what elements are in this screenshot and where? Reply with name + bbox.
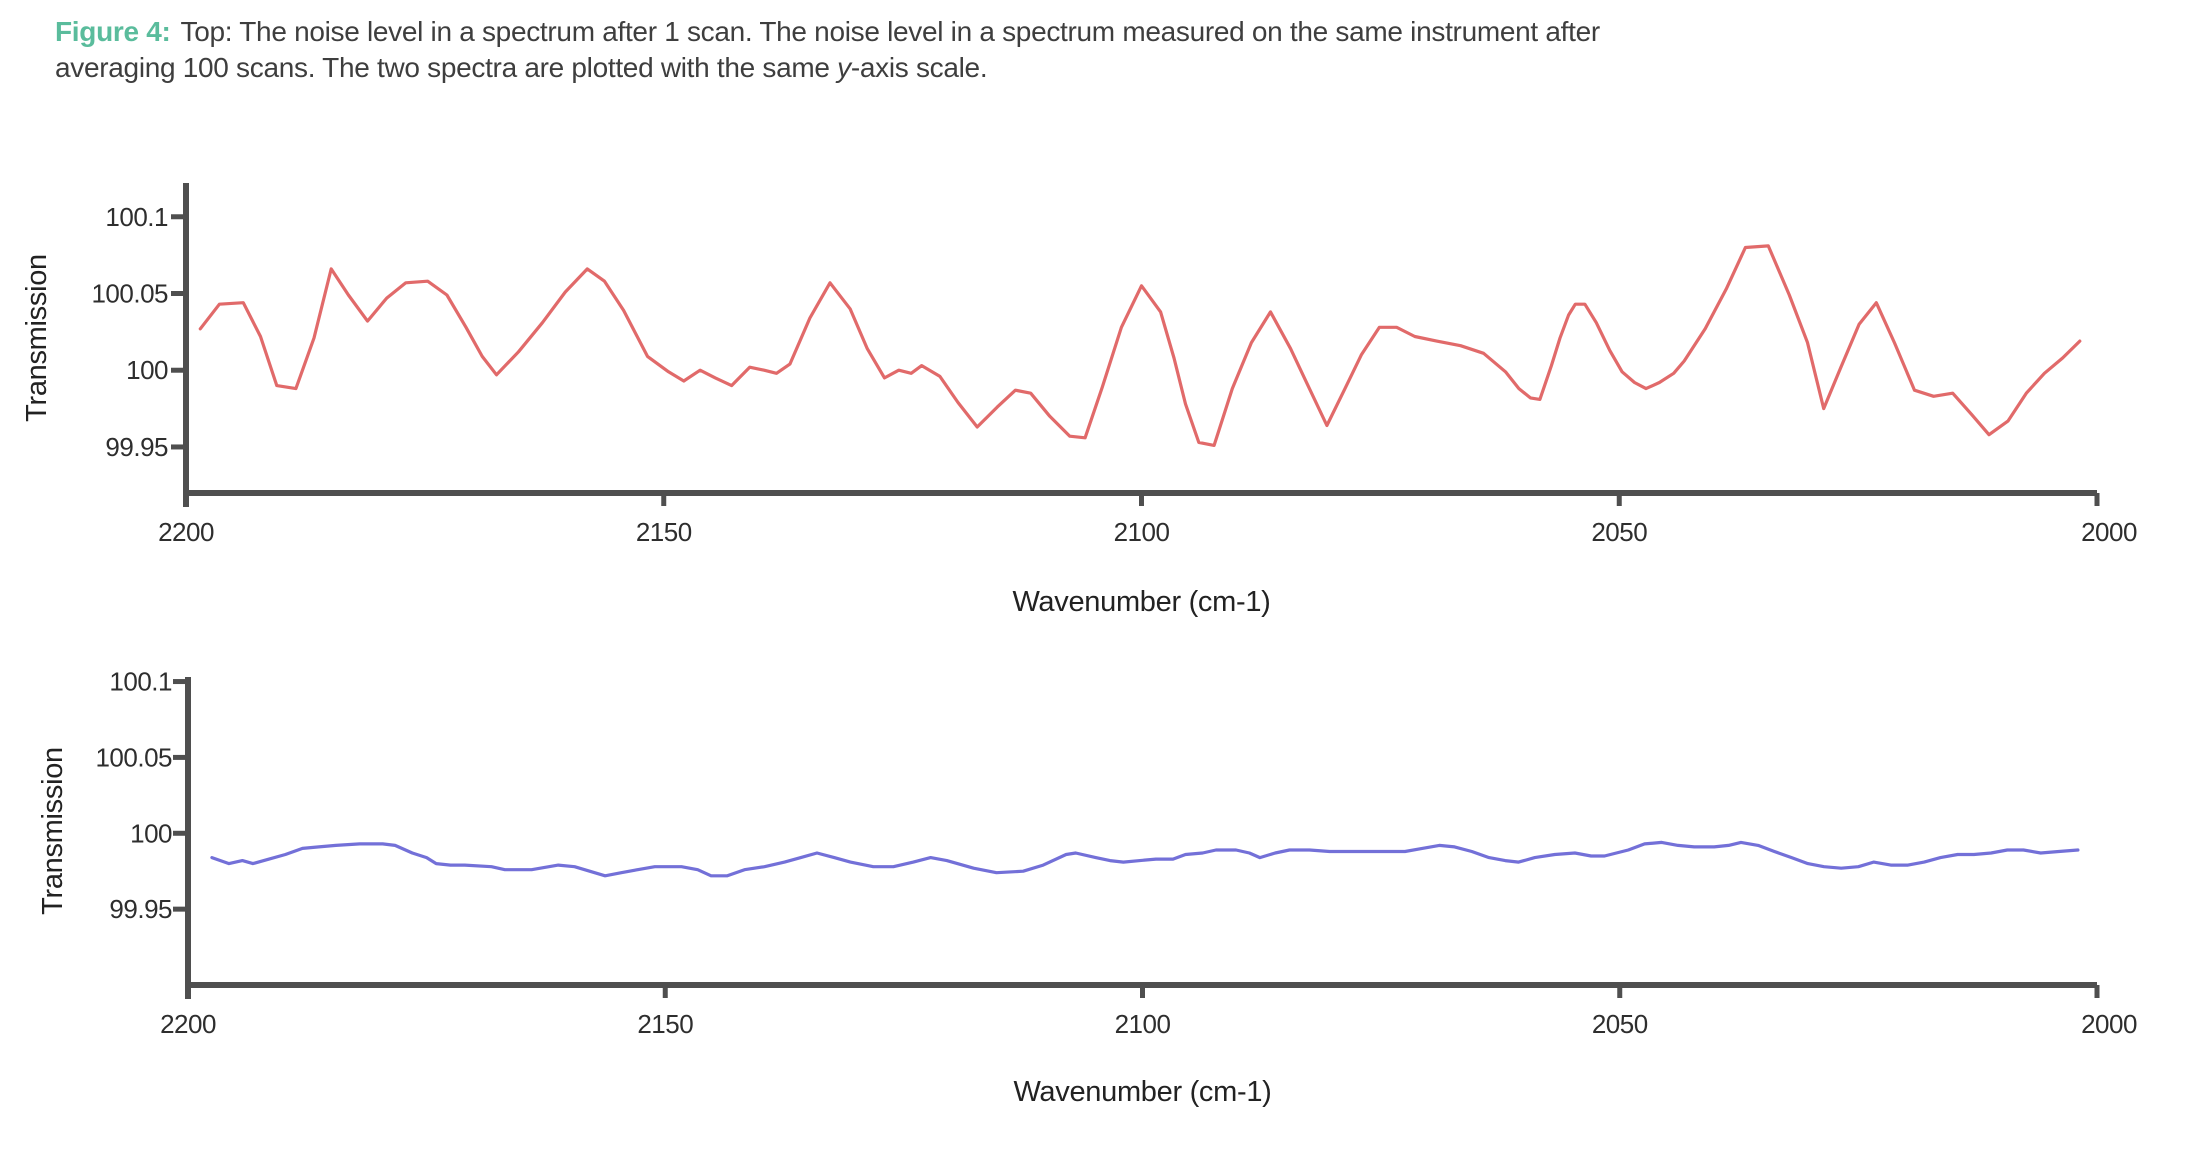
y-tick-label-top: 99.95 [105, 432, 168, 462]
x-tick-label-bottom: 2100 [1115, 1009, 1171, 1039]
y-tick-label-top: 100.05 [91, 278, 168, 308]
x-tick-label-top: 2050 [1591, 517, 1647, 547]
y-tick-label-top: 100.1 [105, 202, 168, 232]
y-tick-label-bottom: 100.1 [109, 667, 172, 697]
y-axis-title-bottom: Transmission [37, 747, 69, 915]
x-tick-label-bottom: 2000 [2081, 1009, 2137, 1039]
y-tick-label-bottom: 99.95 [109, 894, 172, 924]
y-tick-label-bottom: 100.05 [95, 742, 172, 772]
x-tick-label-top: 2150 [636, 517, 692, 547]
y-tick-label-bottom: 100 [130, 818, 172, 848]
figure-caption-line2: averaging 100 scans. The two spectra are… [55, 52, 838, 83]
x-tick-label-bottom: 2050 [1592, 1009, 1648, 1039]
x-tick-label-top: 2200 [158, 517, 214, 547]
x-tick-label-bottom: 2150 [637, 1009, 693, 1039]
spectrum-line-1-scan [198, 244, 2082, 447]
figure-caption-line2-end: -axis scale. [850, 52, 988, 83]
y-tick-label-top: 100 [126, 355, 168, 385]
figure-caption-line1: Top: The noise level in a spectrum after… [180, 16, 1601, 47]
y-axis-title-top: Transmission [21, 254, 53, 422]
x-axis-title-bottom: Wavenumber (cm-1) [1013, 1076, 1271, 1108]
x-tick-label-top: 2100 [1114, 517, 1170, 547]
figure-caption: Figure 4: Top: The noise level in a spect… [55, 14, 1985, 86]
figure-caption-italic-y: y [837, 52, 851, 83]
x-tick-label-bottom: 2200 [160, 1009, 216, 1039]
x-tick-label-top: 2000 [2081, 517, 2137, 547]
figure-caption-label: Figure 4: [55, 16, 171, 47]
spectrum-line-100-scans [210, 840, 2080, 878]
x-axis-title-top: Wavenumber (cm-1) [1012, 586, 1270, 618]
